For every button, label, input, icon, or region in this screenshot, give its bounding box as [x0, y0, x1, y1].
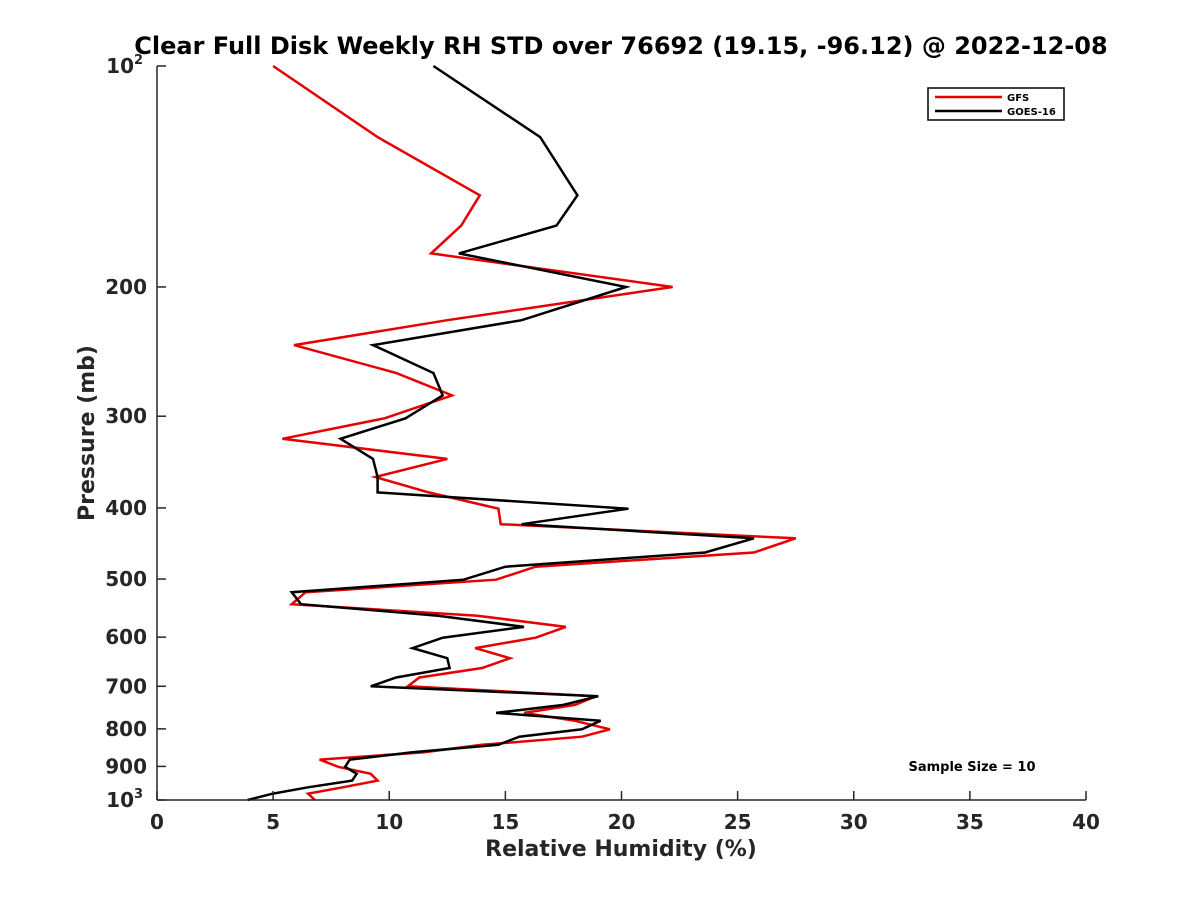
y-tick-label: 200 [105, 275, 147, 299]
series-line-gfs [272, 64, 797, 801]
y-tick-label: 500 [105, 567, 147, 591]
x-tick-label: 15 [491, 810, 519, 834]
series-line-goes-16 [247, 64, 755, 802]
y-tick-label: 400 [105, 496, 147, 520]
legend-box [927, 87, 1065, 121]
x-tick-label: 25 [724, 810, 752, 834]
y-tick-label: 600 [105, 625, 147, 649]
sample-size-annotation: Sample Size = 10 [908, 760, 1035, 775]
x-tick-label: 30 [840, 810, 868, 834]
y-tick-label: 700 [105, 674, 147, 698]
y-tick-label: 900 [105, 754, 147, 778]
x-tick-label: 5 [266, 810, 280, 834]
y-tick-label: 10 [106, 788, 134, 812]
x-tick-label: 20 [608, 810, 636, 834]
y-tick-exponent: 3 [134, 787, 143, 802]
series-lines [247, 64, 797, 802]
x-tick-label: 0 [150, 810, 164, 834]
x-tick-label: 10 [375, 810, 403, 834]
x-axis-label: Relative Humidity (%) [485, 837, 757, 862]
y-tick-exponent: 2 [134, 53, 143, 68]
x-tick-label: 40 [1072, 810, 1100, 834]
legend-label-goes-16: GOES-16 [1007, 107, 1056, 118]
legend: GFS GOES-16 [927, 87, 1065, 121]
y-tick-label: 300 [105, 404, 147, 428]
y-axis-label: Pressure (mb) [75, 345, 100, 521]
x-tick-label: 35 [956, 810, 984, 834]
chart-title: Clear Full Disk Weekly RH STD over 76692… [134, 32, 1107, 60]
y-tick-label: 800 [105, 717, 147, 741]
y-tick-label: 10 [106, 54, 134, 78]
legend-label-gfs: GFS [1007, 93, 1029, 104]
